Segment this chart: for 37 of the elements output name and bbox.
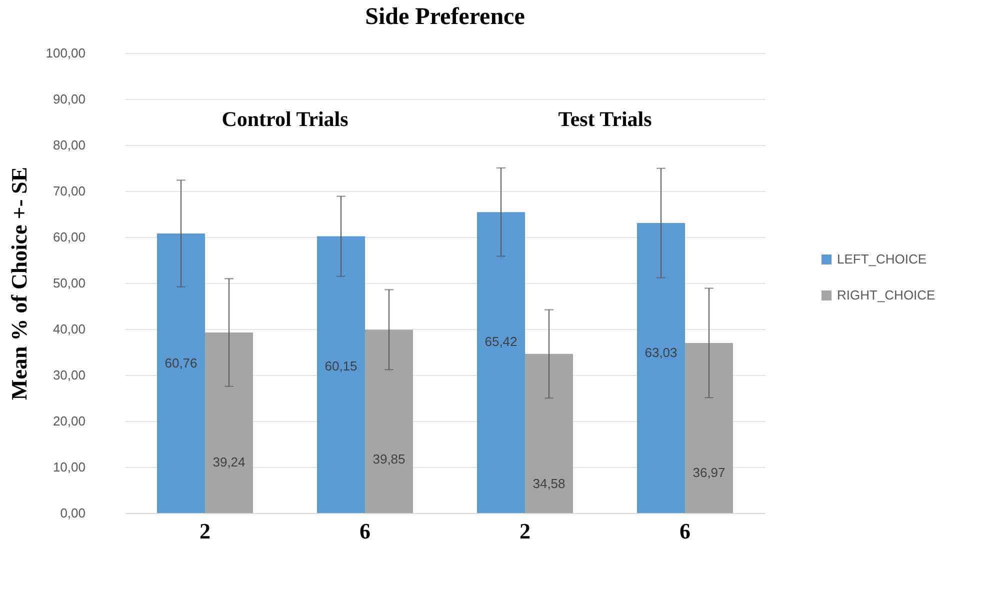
x-tick-label: 6 [680, 518, 690, 544]
data-label: 36,97 [692, 464, 726, 480]
chart-title: Side Preference [365, 4, 526, 30]
x-tick-label: 2 [200, 518, 210, 544]
bar [157, 234, 205, 513]
y-tick-label: 30,00 [52, 368, 86, 382]
x-tick-label: 2 [520, 518, 530, 544]
bar [477, 212, 525, 513]
data-label: 34,58 [532, 476, 566, 491]
y-tick-label: 10,00 [52, 460, 86, 474]
y-axis-title: Mean % of Choice +- SE [6, 166, 32, 400]
legend-label: RIGHT_CHOICE [837, 288, 936, 302]
legend-label: LEFT_CHOICE [837, 252, 927, 266]
data-label: 39,85 [372, 452, 406, 467]
y-tick-label: 20,00 [52, 414, 86, 428]
bar [525, 354, 573, 513]
bar [637, 223, 685, 513]
y-tick-label: 50,00 [52, 276, 86, 290]
bar [205, 332, 253, 513]
data-label: 63,03 [644, 345, 678, 360]
data-label: 65,42 [484, 334, 518, 350]
annotation: Test Trials [558, 107, 652, 131]
y-tick-label: 80,00 [52, 138, 86, 152]
bar [685, 342, 733, 513]
y-tick-label: 90,00 [52, 92, 86, 106]
y-tick-label: 70,00 [52, 184, 86, 198]
bar [365, 330, 413, 513]
data-label: 39,24 [212, 454, 246, 470]
data-label: 60,76 [164, 356, 198, 371]
x-tick-label: 6 [360, 518, 370, 544]
y-tick-label: 0,00 [60, 506, 86, 520]
bar [317, 236, 365, 513]
y-tick-label: 40,00 [52, 322, 86, 336]
data-label: 60,15 [324, 358, 358, 374]
y-tick-label: 100,00 [46, 46, 86, 60]
y-tick-label: 60,00 [52, 230, 86, 244]
annotation: Control Trials [222, 107, 348, 131]
